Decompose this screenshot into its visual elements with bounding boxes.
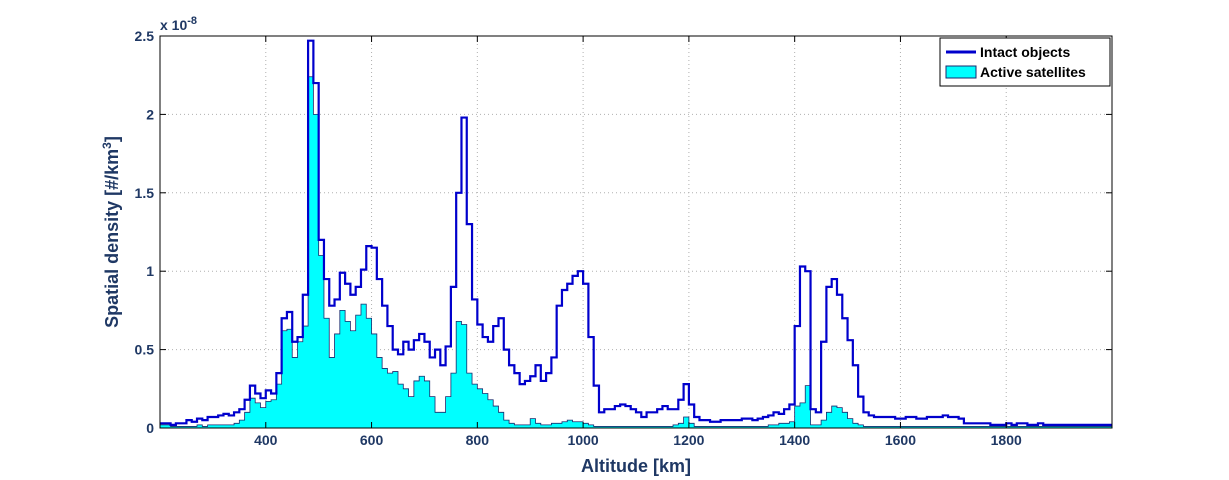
legend: Intact objects Active satellites <box>939 37 1111 87</box>
series-area-active-satellites <box>159 76 1113 429</box>
y-tick-label: 1.5 <box>135 185 155 201</box>
x-tick-label: 400 <box>254 432 278 448</box>
y-tick-label: 2 <box>146 106 154 122</box>
x-tick-label: 1400 <box>779 432 810 448</box>
y-tick-label: 0.5 <box>135 342 155 358</box>
x-tick-label: 1000 <box>568 432 599 448</box>
grid <box>160 36 1112 428</box>
x-tick-label: 1200 <box>673 432 704 448</box>
x-tick-label: 800 <box>466 432 490 448</box>
series-line-intact-objects <box>160 39 1112 426</box>
legend-swatch-active-satellites <box>945 65 977 79</box>
x-tick-label: 1600 <box>885 432 916 448</box>
legend-label-active-satellites: Active satellites <box>980 64 1086 80</box>
x-tick-label: 600 <box>360 432 384 448</box>
ticks: 400 600 800 1000 1200 1400 1600 1800 0 0.5 1 1.5 2 2.… <box>135 28 1112 448</box>
y-tick-label: 2.5 <box>135 28 155 44</box>
y-axis-label-superscript: 3 <box>100 142 114 149</box>
y-tick-label: 1 <box>146 263 154 279</box>
y-exponent-label: x 10-8 <box>160 15 197 33</box>
x-axis-label: Altitude [km] <box>581 456 691 476</box>
x-tick-label: 1800 <box>991 432 1022 448</box>
y-tick-label: 0 <box>146 420 154 436</box>
legend-label-intact-objects: Intact objects <box>980 44 1070 60</box>
y-axis-label: Spatial density [#/km3] <box>100 136 122 328</box>
series-layer <box>159 39 1113 429</box>
axes-box <box>159 35 1113 429</box>
